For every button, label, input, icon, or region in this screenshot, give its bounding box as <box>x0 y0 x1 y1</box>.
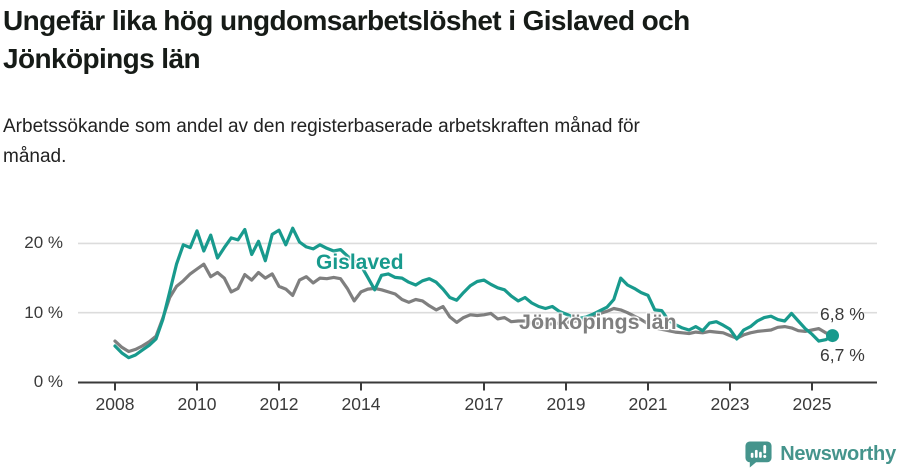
y-tick-label-0: 0 % <box>33 372 63 391</box>
end-value-label-jonkopings-lan: 6,8 % <box>820 304 865 324</box>
plot-area: 20 % 10 % 0 % 2008 2010 2012 2014 2017 2019 2021… <box>0 215 900 430</box>
newsworthy-icon <box>745 441 772 468</box>
latest-value-dot <box>826 329 839 343</box>
x-tick-label-2025: 2025 <box>792 394 832 414</box>
line-j-nk-pings-l-n <box>113 262 835 354</box>
y-tick-label-10: 10 % <box>24 302 63 322</box>
end-value-label-gislaved: 6,7 % <box>820 345 865 365</box>
x-tick-label-2008: 2008 <box>95 394 135 414</box>
chart-title: Ungefär lika hög ungdomsarbetslöshet i G… <box>3 5 690 74</box>
newsworthy-wordmark: Newsworthy <box>780 443 896 465</box>
x-tick-label-2010: 2010 <box>177 394 217 414</box>
newsworthy-logo: Newsworthy <box>744 440 896 469</box>
x-tick-label-2012: 2012 <box>259 394 299 414</box>
chart-subtitle: Arbetssökande som andel av den registerb… <box>3 116 640 167</box>
series-label-gislaved: Gislaved <box>316 251 404 274</box>
series-label-jonkopings-lan: Jönköpings län <box>519 310 677 334</box>
x-tick-label-2021: 2021 <box>628 394 668 414</box>
y-tick-label-20: 20 % <box>24 233 63 253</box>
line-gislaved <box>113 226 835 360</box>
x-tick-label-2023: 2023 <box>710 394 750 414</box>
x-tick-label-2014: 2014 <box>341 394 381 414</box>
x-tick-label-2017: 2017 <box>464 394 504 414</box>
line-chart-svg <box>78 226 877 391</box>
x-tick-label-2019: 2019 <box>546 394 586 414</box>
